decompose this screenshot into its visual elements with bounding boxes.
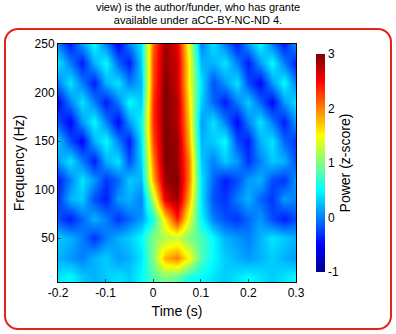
svg-text:Frequency (Hz): Frequency (Hz) bbox=[11, 115, 27, 211]
svg-text:-0.2: -0.2 bbox=[48, 286, 69, 300]
svg-text:1: 1 bbox=[328, 156, 335, 170]
svg-text:0: 0 bbox=[328, 211, 335, 225]
svg-text:-0.1: -0.1 bbox=[95, 286, 116, 300]
svg-text:0.3: 0.3 bbox=[288, 286, 305, 300]
svg-text:-1: -1 bbox=[328, 265, 339, 279]
svg-text:150: 150 bbox=[35, 134, 55, 148]
svg-text:50: 50 bbox=[41, 231, 55, 245]
svg-text:Power (z-score): Power (z-score) bbox=[337, 114, 353, 213]
html-text:view) is the author/funder, wh: view) is the author/funder, who has gran… bbox=[95, 1, 301, 13]
svg-text:0.2: 0.2 bbox=[240, 286, 257, 300]
svg-text:0: 0 bbox=[150, 286, 157, 300]
svg-text:Time (s): Time (s) bbox=[152, 303, 203, 319]
svg-text:0.1: 0.1 bbox=[192, 286, 209, 300]
html-text:available under aCC-BY-NC-ND 4: available under aCC-BY-NC-ND 4. bbox=[113, 14, 283, 26]
svg-text:2: 2 bbox=[328, 102, 335, 116]
svg-text:3: 3 bbox=[328, 47, 335, 61]
svg-text:200: 200 bbox=[35, 86, 55, 100]
svg-text:250: 250 bbox=[35, 37, 55, 51]
svg-text:100: 100 bbox=[35, 183, 55, 197]
